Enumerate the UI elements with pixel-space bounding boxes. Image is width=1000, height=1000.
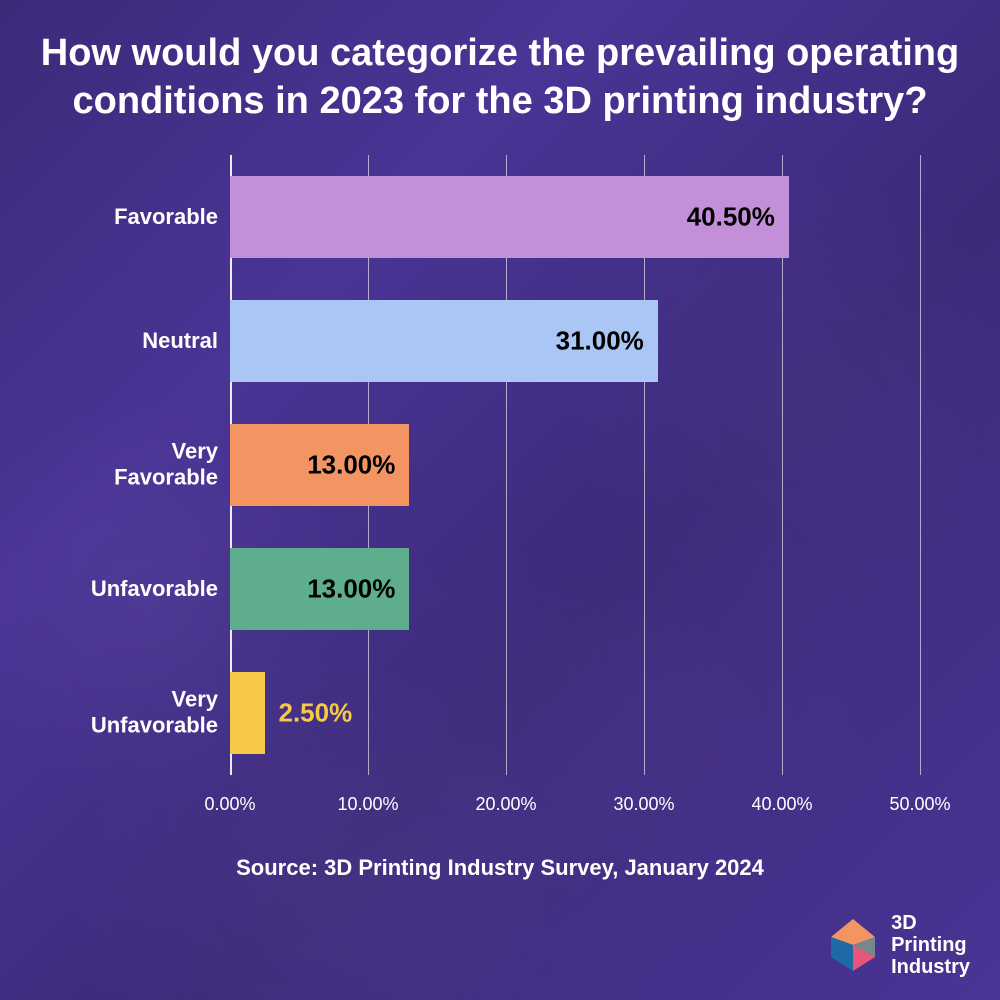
x-tick-label: 50.00% — [889, 794, 950, 815]
source-attribution: Source: 3D Printing Industry Survey, Jan… — [30, 855, 970, 881]
brand-logo: 3D Printing Industry — [825, 912, 970, 978]
bar-value-label: 2.50% — [279, 698, 353, 729]
bar: 31.00% — [230, 300, 658, 382]
bar: 13.00% — [230, 424, 409, 506]
x-tick-label: 20.00% — [475, 794, 536, 815]
y-axis-label: Very Favorable — [90, 439, 218, 492]
x-tick-label: 0.00% — [204, 794, 255, 815]
bar-value-label: 13.00% — [307, 574, 395, 605]
logo-line2: Printing — [891, 934, 970, 956]
bar: 2.50% — [230, 672, 265, 754]
logo-icon — [825, 917, 881, 973]
y-axis-label: VeryUnfavorable — [91, 687, 218, 740]
y-axis-label: Unfavorable — [91, 576, 218, 602]
plot-area: 0.00%10.00%20.00%30.00%40.00%50.00%40.50… — [230, 155, 920, 775]
logo-text: 3D Printing Industry — [891, 912, 970, 978]
x-tick-label: 10.00% — [337, 794, 398, 815]
bar: 40.50% — [230, 176, 789, 258]
logo-line3: Industry — [891, 956, 970, 978]
infographic-container: How would you categorize the prevailing … — [0, 0, 1000, 1000]
y-axis-label: Favorable — [114, 204, 218, 230]
bar: 13.00% — [230, 548, 409, 630]
gridline — [920, 155, 921, 775]
x-tick-label: 30.00% — [613, 794, 674, 815]
bar-value-label: 31.00% — [556, 326, 644, 357]
y-axis-label: Neutral — [142, 328, 218, 354]
logo-line1: 3D — [891, 912, 970, 934]
bar-value-label: 13.00% — [307, 450, 395, 481]
x-tick-label: 40.00% — [751, 794, 812, 815]
chart-title: How would you categorize the prevailing … — [40, 30, 960, 125]
y-axis-labels: Favorable Neutral Very Favorable Unfavorabl… — [90, 155, 230, 775]
bar-value-label: 40.50% — [687, 202, 775, 233]
chart-area: Favorable Neutral Very Favorable Unfavorabl… — [90, 155, 940, 835]
